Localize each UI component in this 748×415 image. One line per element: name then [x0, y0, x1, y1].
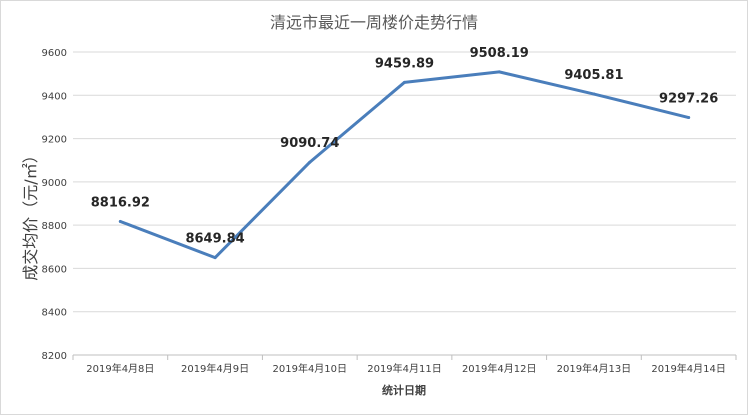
x-tick-label: 2019年4月10日 — [273, 362, 348, 375]
data-point — [403, 80, 406, 84]
data-label: 9090.74 — [280, 136, 339, 151]
y-tick-label: 9400 — [42, 91, 67, 102]
series-line — [118, 70, 691, 260]
data-point — [118, 219, 122, 223]
data-label: 9459.89 — [375, 56, 434, 71]
gridlines — [73, 51, 736, 313]
y-tick-label: 9600 — [42, 48, 67, 59]
x-tick-label: 2019年4月9日 — [181, 362, 249, 375]
x-tick-label: 2019年4月13日 — [557, 362, 632, 375]
data-label: 9508.19 — [470, 46, 529, 61]
data-point — [213, 256, 217, 260]
chart-title: 清远市最近一周楼价走势行情 — [270, 13, 478, 32]
data-point — [497, 70, 501, 74]
x-tick-label: 2019年4月8日 — [86, 362, 154, 375]
data-point — [687, 116, 691, 120]
y-tick-label: 8800 — [42, 221, 67, 232]
x-tick-label: 2019年4月11日 — [367, 362, 442, 375]
y-tick-label: 9200 — [42, 135, 67, 146]
data-label: 9297.26 — [659, 92, 718, 107]
x-tick-label: 2019年4月14日 — [651, 362, 726, 375]
y-tick-label: 9000 — [42, 178, 67, 189]
y-axis-title: 成交均价（元/㎡） — [21, 147, 40, 280]
y-tick-label: 8600 — [42, 264, 67, 275]
data-point — [308, 160, 312, 164]
series-layer — [118, 70, 691, 260]
data-labels: 8816.92 8649.84 9090.74 9459.89 9508.19 9405.… — [91, 46, 719, 247]
data-label: 8649.84 — [185, 232, 244, 247]
y-axis-ticks: 8200 8400 8600 8800 9000 9200 9400 9600 — [42, 48, 67, 362]
data-label: 8816.92 — [91, 195, 150, 210]
x-axis-title: 统计日期 — [382, 383, 426, 397]
x-axis-ticks: 2019年4月8日 2019年4月9日 2019年4月10日 2019年4月11日 20… — [72, 355, 737, 375]
data-point — [592, 92, 596, 96]
x-tick-label: 2019年4月12日 — [462, 362, 537, 375]
data-label: 9405.81 — [564, 68, 623, 83]
y-tick-label: 8400 — [42, 308, 67, 319]
y-tick-label: 8200 — [42, 351, 67, 362]
